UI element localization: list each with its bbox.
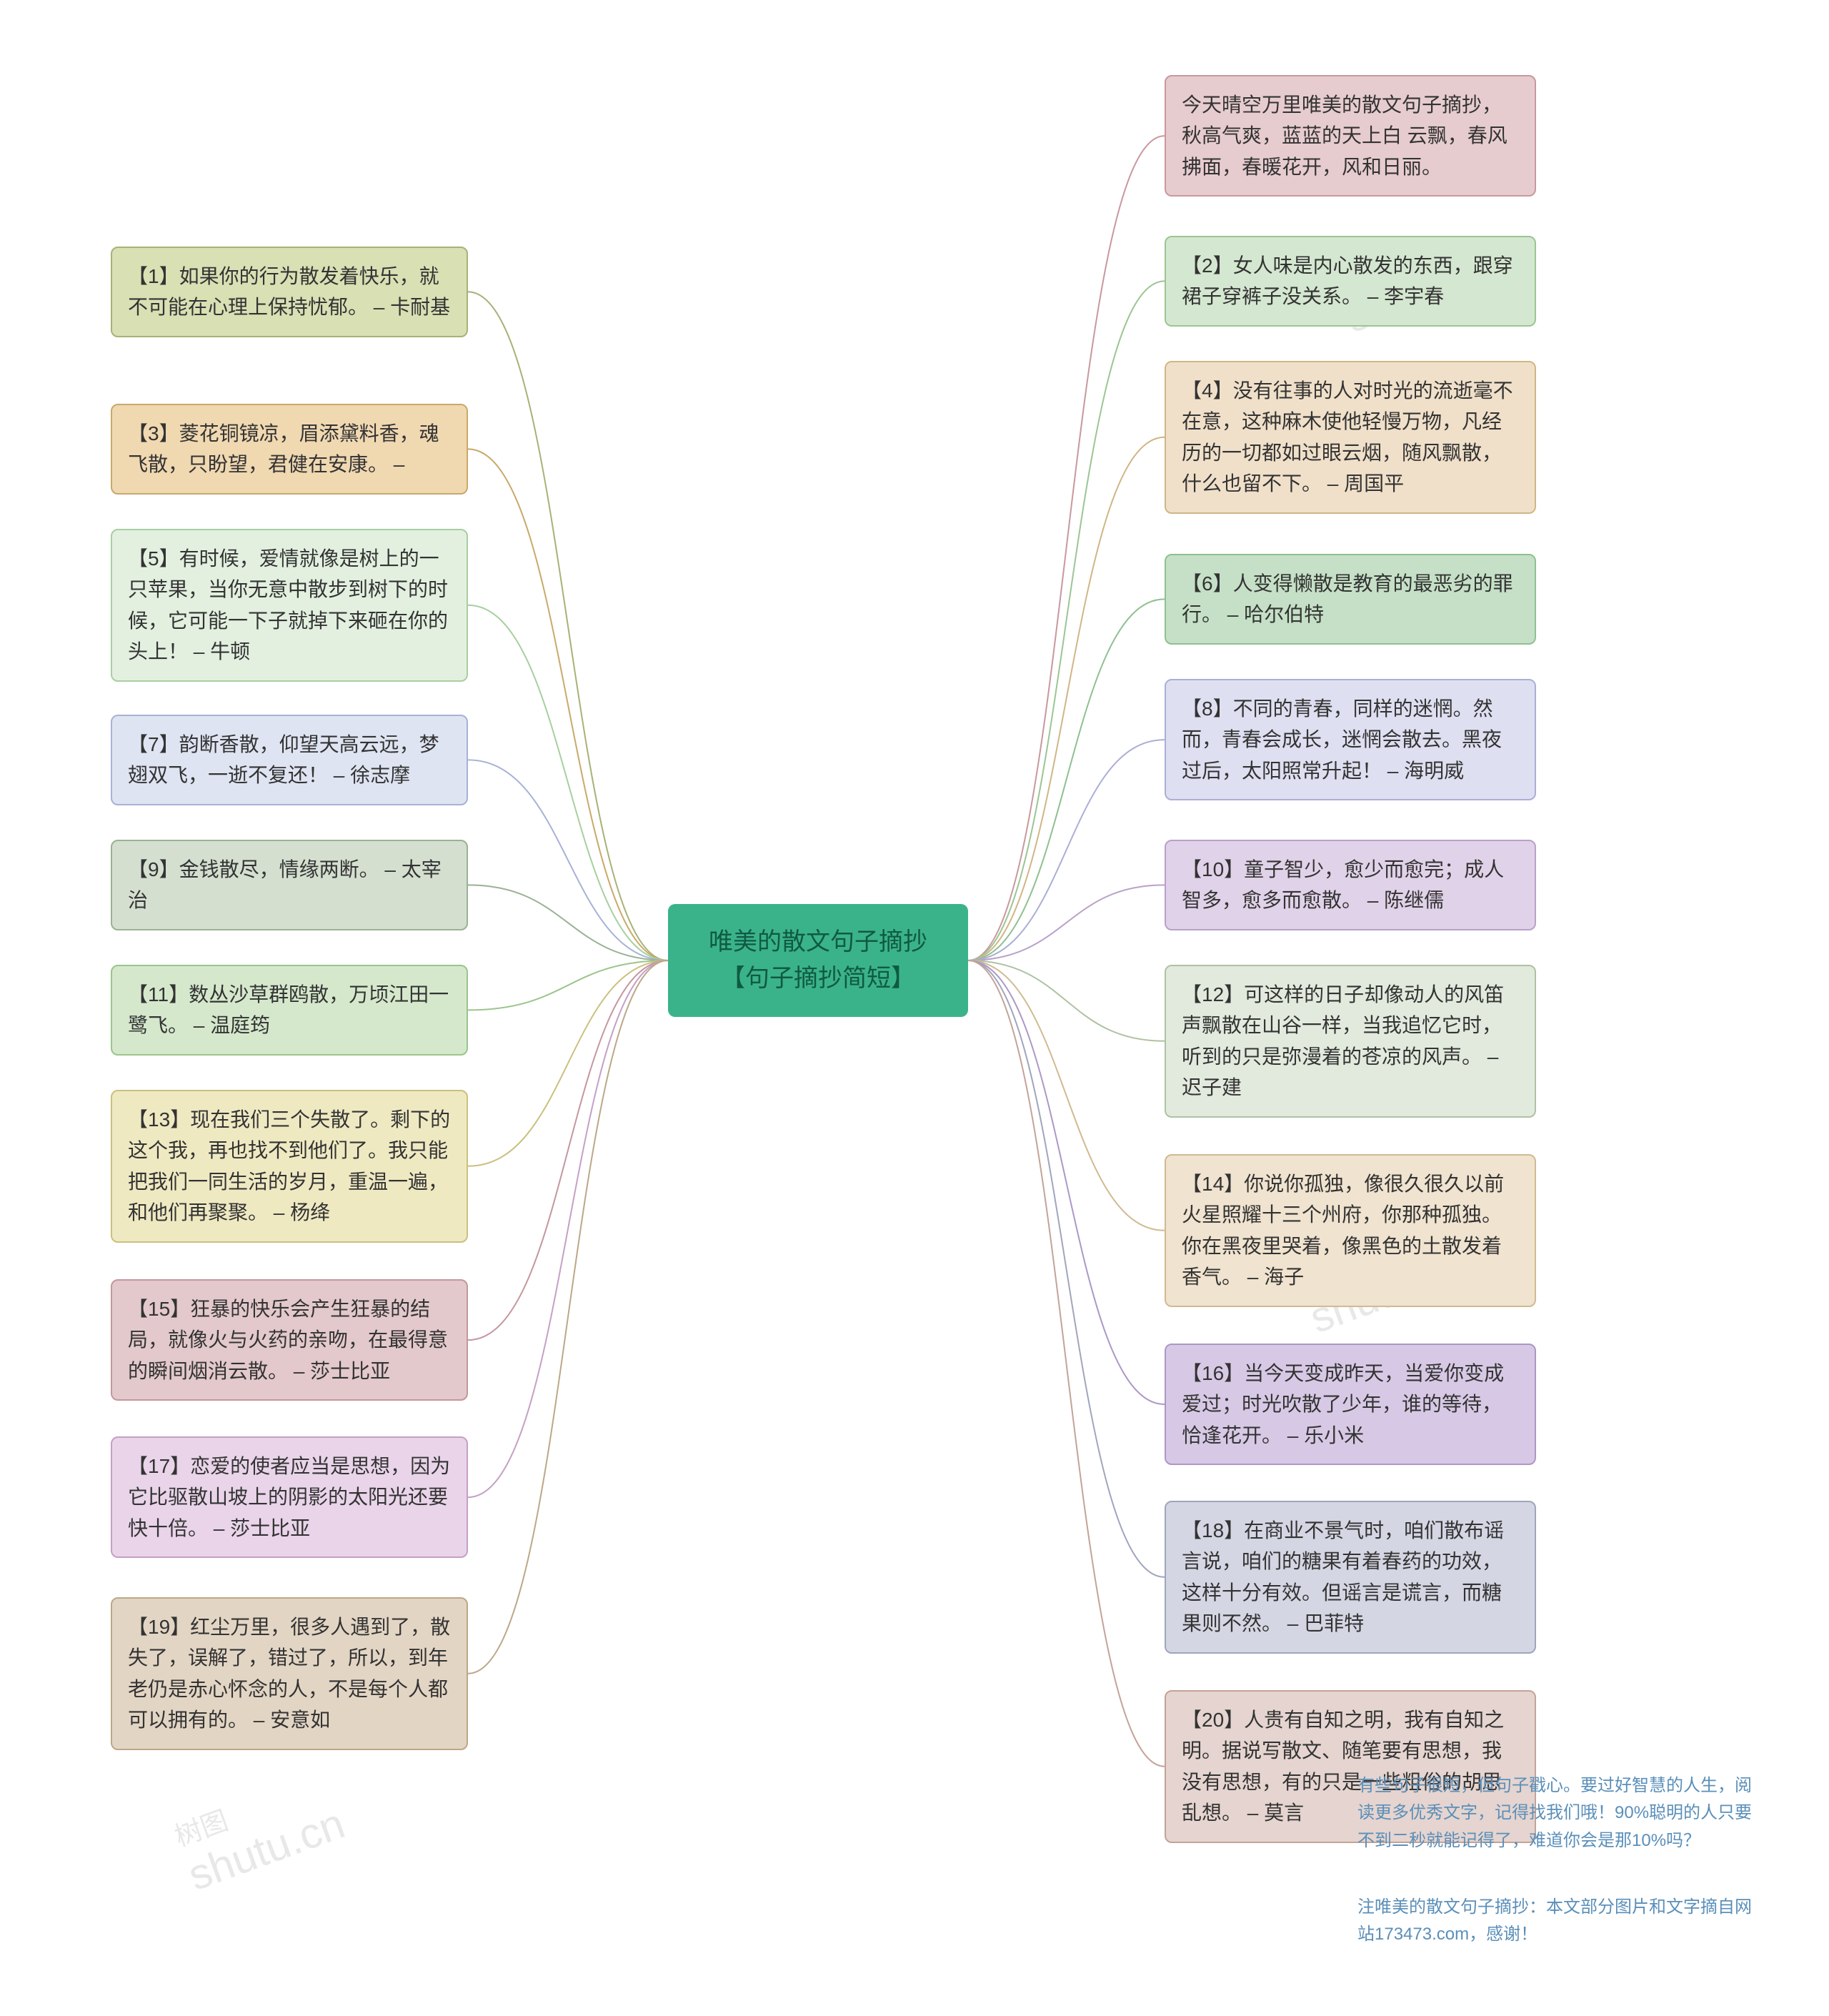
watermark: 树图shutu.cn: [169, 1762, 352, 1900]
mindmap-left-node: 【5】有时候，爱情就像是树上的一只苹果，当你无意中散步到树下的时候，它可能一下子…: [111, 529, 468, 682]
node-text: 【4】没有往事的人对时光的流逝毫不在意，这种麻木使他轻慢万物，凡经历的一切都如过…: [1182, 379, 1513, 495]
mindmap-left-node: 【19】红尘万里，很多人遇到了，散失了，误解了，错过了，所以，到年老仍是赤心怀念…: [111, 1597, 468, 1750]
mindmap-left-node: 【13】现在我们三个失散了。剩下的这个我，再也找不到他们了。我只能把我们一同生活…: [111, 1090, 468, 1243]
node-text: 【16】当今天变成昨天，当爱你变成爱过；时光吹散了少年，谁的等待，恰逢花开。 –…: [1182, 1362, 1504, 1446]
mindmap-right-node: 【4】没有往事的人对时光的流逝毫不在意，这种麻木使他轻慢万物，凡经历的一切都如过…: [1165, 361, 1536, 514]
footer-note: 注唯美的散文句子摘抄：本文部分图片和文字摘自网站173473.com，感谢！: [1357, 1894, 1758, 1949]
node-text: 【11】数丛沙草群鸥散，万顷江田一鹭飞。 – 温庭筠: [128, 983, 449, 1036]
node-text: 【13】现在我们三个失散了。剩下的这个我，再也找不到他们了。我只能把我们一同生活…: [128, 1108, 450, 1223]
mindmap-left-node: 【1】如果你的行为散发着快乐，就不可能在心理上保持忧郁。 – 卡耐基: [111, 247, 468, 337]
node-text: 【12】可这样的日子却像动人的风笛声飘散在山谷一样，当我追忆它时，听到的只是弥漫…: [1182, 983, 1504, 1098]
node-text: 【9】金钱散尽，情缘两断。 – 太宰治: [128, 858, 442, 911]
node-text: 【8】不同的青春，同样的迷惘。然而，青春会成长，迷惘会散去。黑夜过后，太阳照常升…: [1182, 697, 1502, 782]
node-text: 【1】如果你的行为散发着快乐，就不可能在心理上保持忧郁。 – 卡耐基: [128, 265, 450, 318]
footer-note: 有些句子很短，但句子戳心。要过好智慧的人生，阅读更多优秀文字，记得找我们哦！90…: [1357, 1772, 1758, 1854]
mindmap-right-node: 【10】童子智少，愈少而愈完；成人智多，愈多而愈散。 – 陈继儒: [1165, 840, 1536, 930]
mindmap-right-node: 今天晴空万里唯美的散文句子摘抄，秋高气爽，蓝蓝的天上白 云飘，春风拂面，春暖花开…: [1165, 75, 1536, 197]
mindmap-left-node: 【17】恋爱的使者应当是思想，因为它比驱散山坡上的阴影的太阳光还要快十倍。 – …: [111, 1436, 468, 1558]
mindmap-center-node: 唯美的散文句子摘抄【句子摘抄简短】: [668, 904, 968, 1017]
mindmap-right-node: 【16】当今天变成昨天，当爱你变成爱过；时光吹散了少年，谁的等待，恰逢花开。 –…: [1165, 1344, 1536, 1465]
mindmap-right-node: 【12】可这样的日子却像动人的风笛声飘散在山谷一样，当我追忆它时，听到的只是弥漫…: [1165, 965, 1536, 1118]
mindmap-right-node: 【18】在商业不景气时，咱们散布谣言说，咱们的糖果有着春药的功效，这样十分有效。…: [1165, 1501, 1536, 1654]
node-text: 【10】童子智少，愈少而愈完；成人智多，愈多而愈散。 – 陈继儒: [1182, 858, 1504, 911]
node-text: 【3】菱花铜镜凉，眉添黛料香，魂飞散，只盼望，君健在安康。 –: [128, 422, 439, 475]
node-text: 【15】狂暴的快乐会产生狂暴的结局，就像火与火药的亲吻，在最得意的瞬间烟消云散。…: [128, 1298, 448, 1382]
center-label: 唯美的散文句子摘抄【句子摘抄简短】: [709, 928, 927, 992]
mindmap-right-node: 【8】不同的青春，同样的迷惘。然而，青春会成长，迷惘会散去。黑夜过后，太阳照常升…: [1165, 679, 1536, 800]
node-text: 【5】有时候，爱情就像是树上的一只苹果，当你无意中散步到树下的时候，它可能一下子…: [128, 547, 448, 662]
mindmap-left-node: 【7】韵断香散，仰望天高云远，梦翅双飞，一逝不复还！ – 徐志摩: [111, 715, 468, 805]
node-text: 【18】在商业不景气时，咱们散布谣言说，咱们的糖果有着春药的功效，这样十分有效。…: [1182, 1519, 1504, 1634]
node-text: 【7】韵断香散，仰望天高云远，梦翅双飞，一逝不复还！ – 徐志摩: [128, 733, 439, 786]
node-text: 【19】红尘万里，很多人遇到了，散失了，误解了，错过了，所以，到年老仍是赤心怀念…: [128, 1616, 450, 1731]
mindmap-right-node: 【14】你说你孤独，像很久很久以前火星照耀十三个州府，你那种孤独。你在黑夜里哭着…: [1165, 1154, 1536, 1307]
mindmap-right-node: 【6】人变得懒散是教育的最恶劣的罪行。 – 哈尔伯特: [1165, 554, 1536, 645]
node-text: 【14】你说你孤独，像很久很久以前火星照耀十三个州府，你那种孤独。你在黑夜里哭着…: [1182, 1173, 1504, 1288]
mindmap-left-node: 【3】菱花铜镜凉，眉添黛料香，魂飞散，只盼望，君健在安康。 –: [111, 404, 468, 495]
mindmap-right-node: 【2】女人味是内心散发的东西，跟穿裙子穿裤子没关系。 – 李宇春: [1165, 236, 1536, 327]
node-text: 【6】人变得懒散是教育的最恶劣的罪行。 – 哈尔伯特: [1182, 572, 1513, 625]
node-text: 今天晴空万里唯美的散文句子摘抄，秋高气爽，蓝蓝的天上白 云飘，春风拂面，春暖花开…: [1182, 94, 1507, 178]
mindmap-left-node: 【15】狂暴的快乐会产生狂暴的结局，就像火与火药的亲吻，在最得意的瞬间烟消云散。…: [111, 1279, 468, 1401]
mindmap-left-node: 【11】数丛沙草群鸥散，万顷江田一鹭飞。 – 温庭筠: [111, 965, 468, 1056]
node-text: 【17】恋爱的使者应当是思想，因为它比驱散山坡上的阴影的太阳光还要快十倍。 – …: [128, 1455, 450, 1539]
node-text: 【2】女人味是内心散发的东西，跟穿裙子穿裤子没关系。 – 李宇春: [1182, 254, 1513, 307]
mindmap-left-node: 【9】金钱散尽，情缘两断。 – 太宰治: [111, 840, 468, 930]
